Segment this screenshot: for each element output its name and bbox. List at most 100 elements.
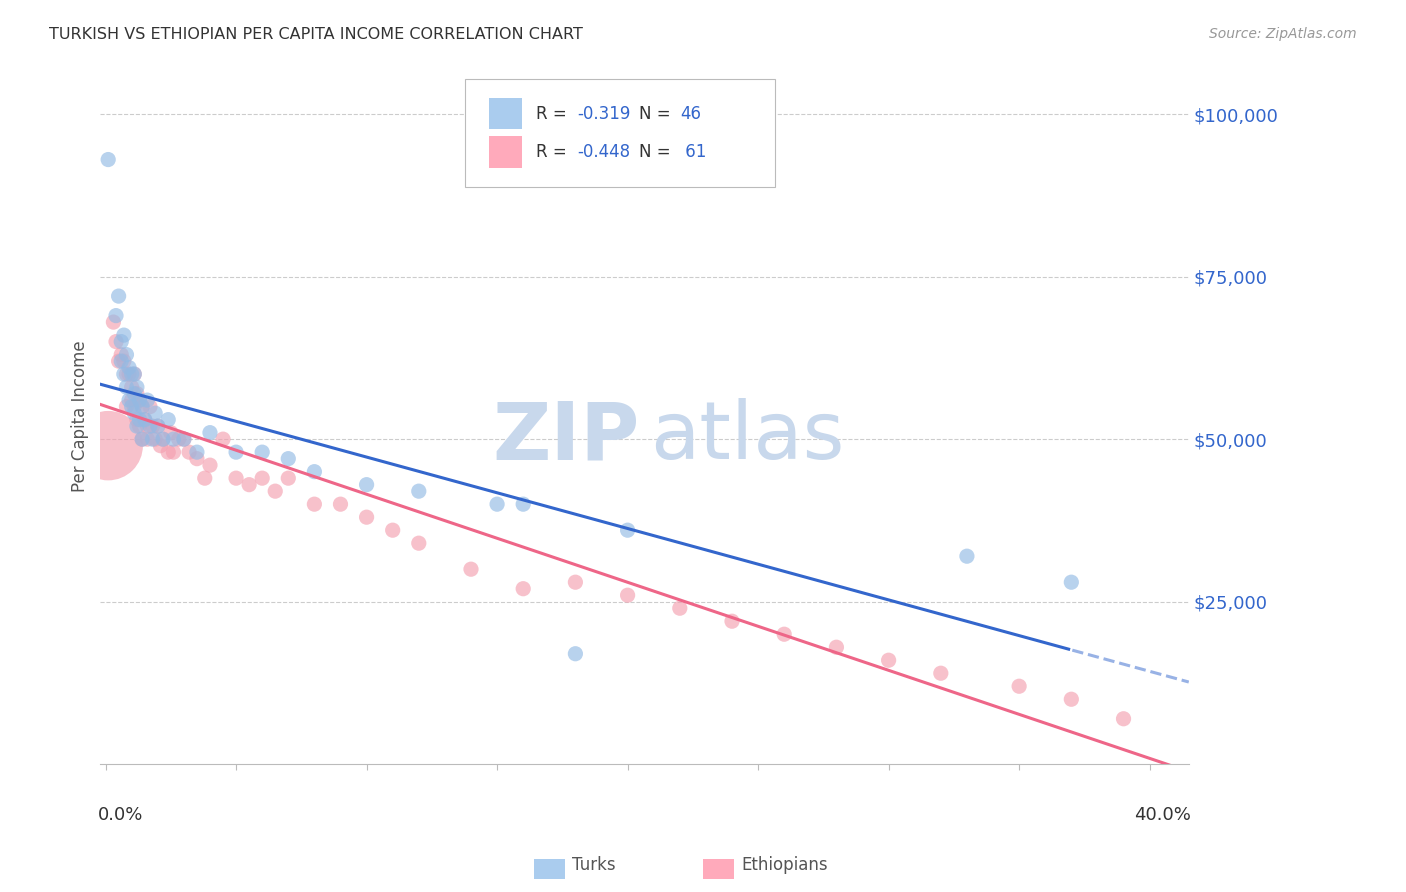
Text: ZIP: ZIP — [492, 398, 640, 476]
Point — [115, 400, 138, 414]
Point — [110, 348, 132, 362]
Point — [142, 432, 165, 446]
Point — [115, 380, 138, 394]
Point — [124, 406, 146, 420]
Point — [616, 588, 638, 602]
Point — [128, 412, 150, 426]
FancyBboxPatch shape — [489, 98, 522, 129]
Text: N =: N = — [640, 104, 676, 123]
Point — [564, 647, 586, 661]
Point — [121, 400, 143, 414]
Point — [157, 412, 180, 426]
FancyBboxPatch shape — [465, 79, 775, 186]
Point — [139, 419, 162, 434]
Text: 46: 46 — [681, 104, 702, 123]
Point — [381, 523, 404, 537]
Point — [304, 497, 326, 511]
Point — [264, 484, 287, 499]
Point — [825, 640, 848, 655]
Point — [110, 334, 132, 349]
Point — [773, 627, 796, 641]
Point — [408, 484, 430, 499]
Point — [134, 412, 156, 426]
Point — [356, 477, 378, 491]
Point — [107, 289, 129, 303]
Point — [125, 380, 148, 394]
Point — [669, 601, 692, 615]
Text: 0.0%: 0.0% — [98, 806, 143, 824]
Text: atlas: atlas — [650, 398, 845, 476]
Point — [131, 432, 153, 446]
Text: 61: 61 — [681, 143, 707, 161]
Point — [956, 549, 979, 564]
Point — [131, 400, 153, 414]
Point — [250, 471, 273, 485]
Point — [159, 425, 181, 440]
Point — [1060, 692, 1083, 706]
Point — [125, 419, 148, 434]
Point — [167, 432, 190, 446]
Point — [112, 354, 135, 368]
Point — [250, 445, 273, 459]
Point — [356, 510, 378, 524]
Point — [124, 367, 146, 381]
Point — [115, 348, 138, 362]
Point — [460, 562, 482, 576]
Point — [97, 439, 120, 453]
Point — [162, 432, 184, 446]
Point — [125, 386, 148, 401]
Point — [128, 419, 150, 434]
Point — [136, 432, 159, 446]
Point — [225, 471, 247, 485]
Point — [721, 614, 744, 628]
Point — [105, 334, 128, 349]
Point — [118, 360, 141, 375]
Point — [146, 419, 169, 434]
Point — [131, 432, 153, 446]
Point — [212, 432, 235, 446]
Point — [128, 393, 150, 408]
Y-axis label: Per Capita Income: Per Capita Income — [72, 341, 89, 492]
Point — [124, 386, 146, 401]
Point — [143, 432, 166, 446]
Point — [97, 153, 120, 167]
Point — [103, 315, 125, 329]
Point — [139, 400, 162, 414]
Point — [149, 439, 172, 453]
Point — [112, 367, 135, 381]
Point — [142, 419, 165, 434]
Point — [124, 367, 146, 381]
Point — [238, 477, 260, 491]
Point — [329, 497, 352, 511]
Point — [564, 575, 586, 590]
Point — [128, 393, 150, 408]
Point — [146, 419, 169, 434]
Point — [121, 393, 143, 408]
Point — [134, 412, 156, 426]
Point — [118, 367, 141, 381]
Point — [131, 400, 153, 414]
Point — [1060, 575, 1083, 590]
Point — [162, 445, 184, 459]
Text: TURKISH VS ETHIOPIAN PER CAPITA INCOME CORRELATION CHART: TURKISH VS ETHIOPIAN PER CAPITA INCOME C… — [49, 27, 583, 42]
Point — [486, 497, 509, 511]
Point — [115, 367, 138, 381]
Point — [136, 419, 159, 434]
Point — [198, 425, 221, 440]
Point — [1112, 712, 1135, 726]
Point — [616, 523, 638, 537]
Point — [173, 432, 195, 446]
Text: Turks: Turks — [572, 856, 616, 874]
Point — [194, 471, 217, 485]
Point — [112, 328, 135, 343]
Point — [1008, 679, 1031, 693]
Point — [186, 451, 208, 466]
Point — [198, 458, 221, 472]
Text: -0.448: -0.448 — [576, 143, 630, 161]
Point — [121, 380, 143, 394]
Point — [157, 445, 180, 459]
Text: N =: N = — [640, 143, 676, 161]
Point — [152, 432, 174, 446]
Point — [408, 536, 430, 550]
Point — [121, 367, 143, 381]
